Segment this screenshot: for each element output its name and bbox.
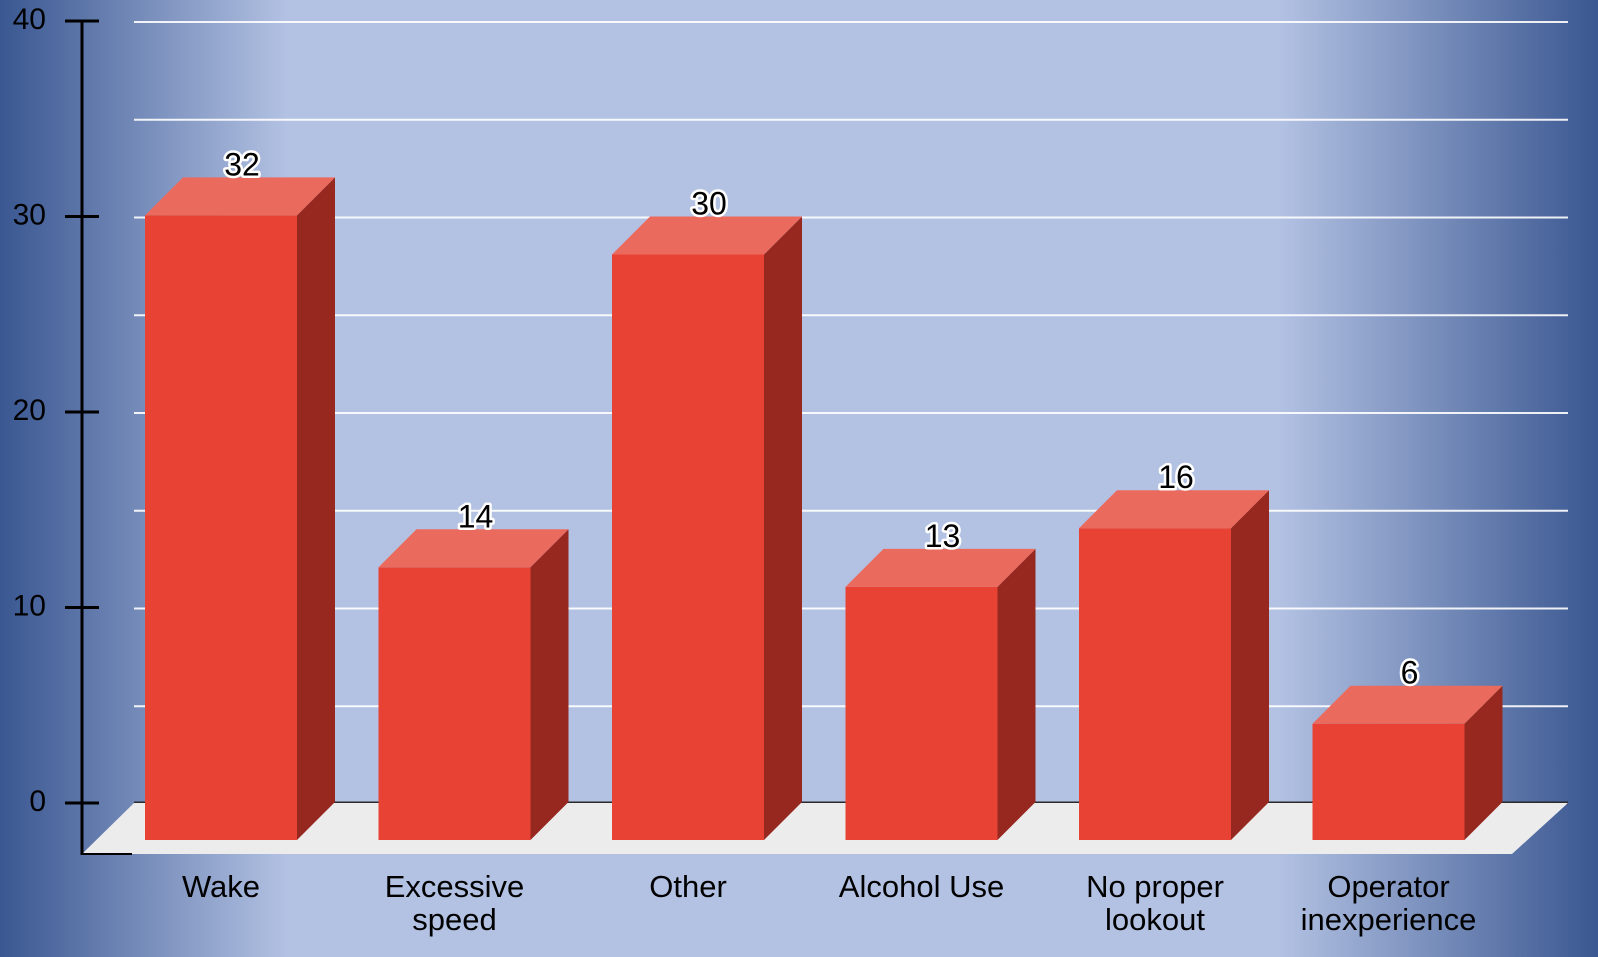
category-label: lookout — [1105, 902, 1205, 937]
category-label: No proper — [1086, 869, 1224, 904]
bar-top-face — [845, 548, 1036, 587]
bar-front-face — [145, 215, 297, 840]
bar-top-face — [1079, 490, 1269, 529]
category-label: Wake — [182, 869, 260, 904]
y-tick-label: 10 — [13, 589, 46, 622]
bar — [612, 216, 802, 840]
data-label: 13 — [925, 518, 961, 554]
category-label: inexperience — [1301, 902, 1477, 937]
data-labels: 32 14 30 13 16 6 — [222, 144, 1421, 693]
bar-front-face — [1079, 528, 1231, 840]
y-tick-label: 40 — [13, 3, 46, 36]
y-tick-label: 0 — [29, 785, 46, 818]
bar-front-face — [612, 254, 764, 840]
category-label: speed — [412, 902, 496, 937]
bar-side-face — [1464, 685, 1503, 840]
bars — [145, 177, 1503, 840]
data-label: 6 — [1401, 655, 1419, 691]
category-label: Alcohol Use — [839, 869, 1004, 904]
bar-side-face — [997, 548, 1036, 840]
bar — [1312, 685, 1503, 840]
bar — [1079, 490, 1269, 840]
y-tick-label: 30 — [13, 198, 46, 231]
y-axis: 0 10 20 30 40 — [13, 3, 132, 855]
category-label: Operator — [1327, 869, 1449, 904]
bar-top-face — [612, 216, 802, 255]
data-label: 14 — [458, 498, 494, 534]
data-label: 16 — [1158, 459, 1194, 495]
data-label: 32 — [224, 146, 260, 182]
bar-side-face — [530, 529, 569, 840]
bar-front-face — [1312, 723, 1465, 840]
y-tick-label: 20 — [13, 394, 46, 427]
bar — [378, 529, 569, 840]
category-label: Excessive — [385, 869, 525, 904]
bar-side-face — [297, 177, 335, 840]
category-label: Other — [649, 869, 727, 904]
bar — [845, 548, 1036, 840]
bar-front-face — [845, 586, 998, 840]
bar-top-face — [1312, 685, 1503, 724]
bar-top-face — [378, 529, 569, 568]
data-label: 30 — [691, 186, 727, 222]
bar-front-face — [378, 567, 531, 840]
bar — [145, 177, 335, 840]
bar-side-face — [1231, 490, 1269, 840]
bar-side-face — [764, 216, 802, 840]
bar-top-face — [145, 177, 335, 216]
